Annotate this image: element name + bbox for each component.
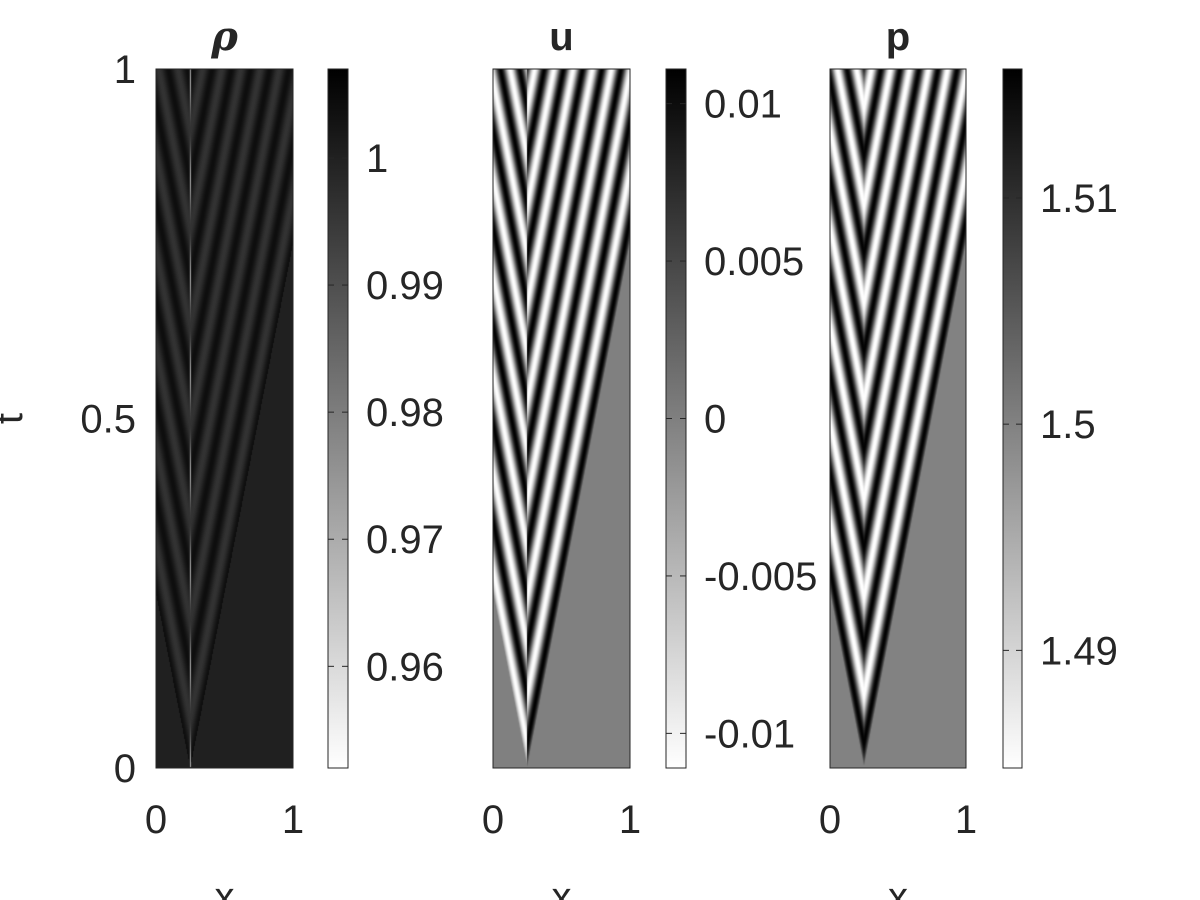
ytick-label-rho: 0 [114,747,136,791]
xtick-label-rho: 1 [282,798,304,842]
ytick-label-rho: 1 [114,48,136,92]
colorbar-tick-label-p: 1.49 [1040,629,1118,673]
plot-frame-p [829,68,967,769]
xlabel-p: x [888,875,908,900]
colorbar-tick-label-u: -0.01 [704,712,795,756]
plot-frame-u [492,68,631,769]
heatmap-p [830,69,966,768]
xlabel-rho: x [215,875,235,900]
colorbar-tick-label-p: 1.5 [1040,403,1096,447]
panels: ρ 0 1 x 0 0.5 1 t 1 0.99 0.98 0.97 0.96 u 0 1 x 0.01 0.005… [0,13,1118,900]
heatmap-rho [156,69,293,768]
xtick-label-rho: 0 [145,798,167,842]
ytick-label-rho: 0.5 [80,398,136,442]
panel-p: p 0 1 x 1.51 1.5 1.49 [819,15,1118,900]
colorbar-tick-label-rho: 1 [366,137,388,181]
xtick-label-p: 1 [955,798,977,842]
title-u: u [549,15,573,59]
title-rho: ρ [210,13,238,60]
colorbar-tick-label-rho: 0.97 [366,518,444,562]
colorbar-tick-label-u: -0.005 [704,555,817,599]
colorbar-p [1002,68,1023,769]
xtick-label-u: 0 [482,798,504,842]
colorbar-rho [327,68,349,769]
colorbar-tick-label-rho: 0.99 [366,264,444,308]
colorbar-tick-label-rho: 0.98 [366,391,444,435]
panel-rho: ρ 0 1 x 0 0.5 1 t 1 0.99 0.98 0.97 0.96 [0,13,444,900]
xtick-label-p: 0 [819,798,841,842]
plot-frame-rho [155,68,294,769]
title-p: p [886,15,910,59]
colorbar-tick-label-u: 0 [704,398,726,442]
colorbar-tick-label-u: 0.005 [704,240,804,284]
colorbar-tick-label-u: 0.01 [704,83,782,127]
ylabel-rho: t [0,413,31,424]
colorbar-tick-label-rho: 0.96 [366,645,444,689]
xtick-label-u: 1 [619,798,641,842]
xlabel-u: x [552,875,572,900]
panel-u: u 0 1 x 0.01 0.005 0 -0.005 -0.01 [482,15,818,900]
colorbar-tick-label-p: 1.51 [1040,177,1118,221]
heatmap-u [493,69,630,768]
